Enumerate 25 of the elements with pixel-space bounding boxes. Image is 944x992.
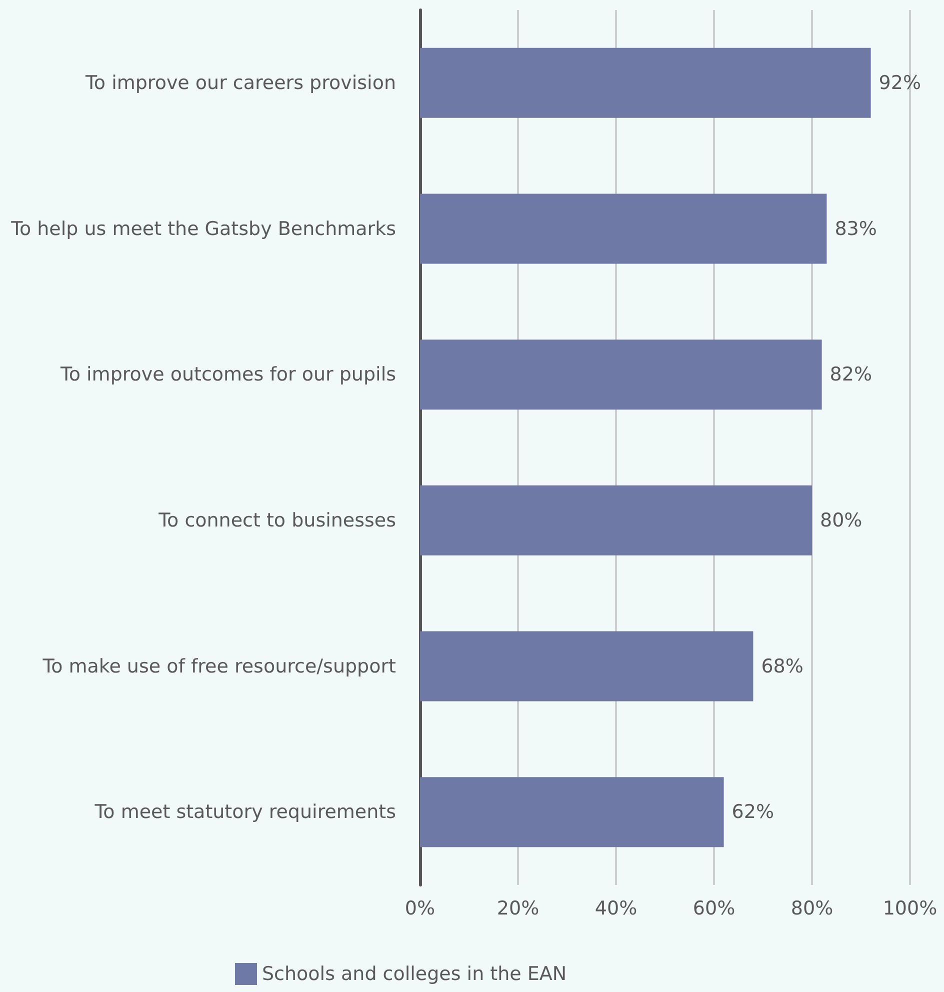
y-tick-label: To improve our careers provision xyxy=(84,72,396,94)
x-tick-label: 20% xyxy=(496,898,540,920)
y-tick-label: To help us meet the Gatsby Benchmarks xyxy=(10,218,396,240)
bar xyxy=(420,777,724,848)
y-tick-label: To improve outcomes for our pupils xyxy=(59,364,396,386)
x-tick-label: 40% xyxy=(594,898,638,920)
text: 92% xyxy=(878,72,922,94)
bar xyxy=(420,194,827,264)
bar xyxy=(420,631,754,702)
y-tick-label: To meet statutory requirements xyxy=(94,801,396,824)
text: 68% xyxy=(761,655,804,678)
bar xyxy=(420,485,812,556)
y-tick-label: To make use of free resource/support xyxy=(42,655,396,678)
legend-label: Schools and colleges in the EAN xyxy=(262,963,567,985)
x-tick-label: 60% xyxy=(692,898,736,920)
text: 80% xyxy=(820,509,862,532)
text: 82% xyxy=(830,364,872,386)
x-tick-label: 100% xyxy=(882,898,938,920)
text: 83% xyxy=(834,218,877,240)
y-tick-label: To connect to businesses xyxy=(158,509,396,532)
x-tick-label: 0% xyxy=(404,898,436,920)
bar xyxy=(420,48,871,118)
bar xyxy=(420,340,822,410)
text: 62% xyxy=(732,801,774,824)
x-tick-label: 80% xyxy=(790,898,834,920)
